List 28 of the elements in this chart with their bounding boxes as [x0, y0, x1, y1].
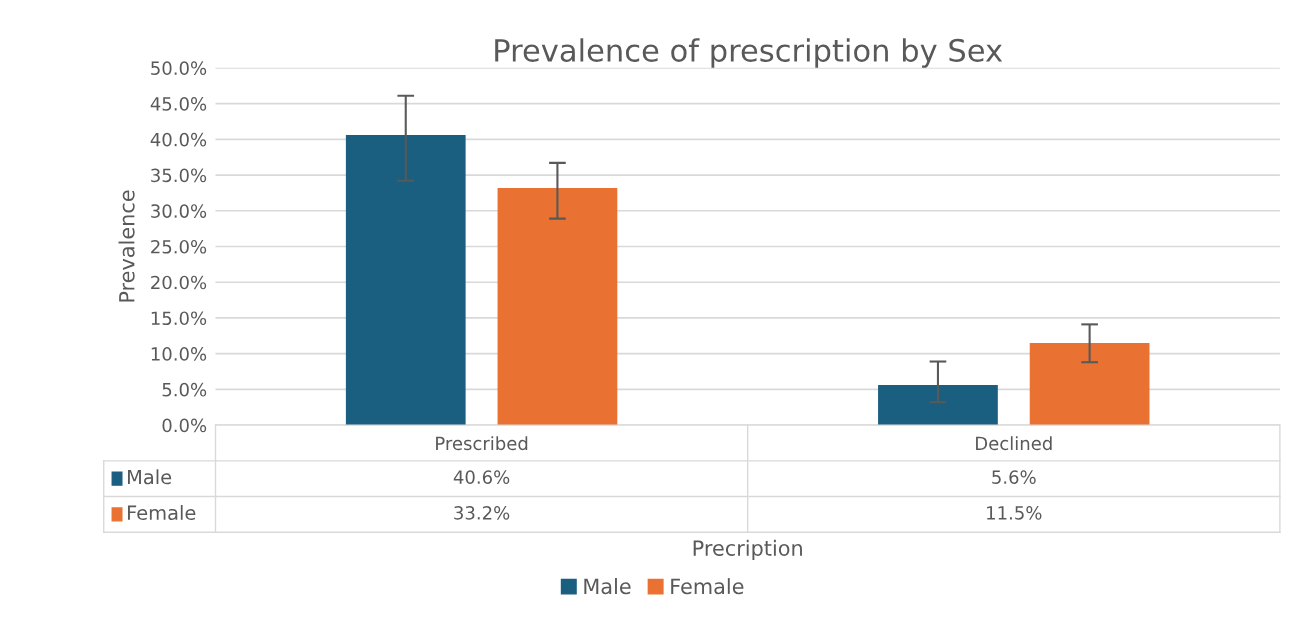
text: Male	[127, 469, 172, 485]
y-tick-label: 45.0%	[150, 97, 207, 111]
y-tick-label: 40.0%	[150, 132, 207, 147]
legend-label: Male	[584, 578, 631, 595]
chart-title: Prevalence of prescription by Sex	[495, 38, 1003, 68]
bar	[1029, 342, 1150, 426]
y-tick-label: 50.0%	[151, 61, 207, 75]
y-tick-label: 25.0%	[151, 239, 207, 254]
x-tick-label: Prescribed	[436, 436, 528, 451]
y-tick-label: 15.0%	[151, 311, 207, 326]
text: Female	[127, 505, 196, 521]
x-tick-label: Declined	[976, 436, 1052, 451]
data-label: 5.6%	[992, 470, 1036, 484]
y-tick-label: 35.0%	[151, 168, 207, 183]
bar	[345, 135, 466, 426]
y-tick-label: 20.0%	[151, 275, 207, 290]
x-axis-title: Precription	[693, 539, 802, 560]
data-label: 11.5%	[987, 506, 1042, 520]
y-axis-title: Prevalence	[118, 190, 135, 302]
bar	[497, 187, 618, 426]
y-tick-label: 10.0%	[151, 347, 207, 361]
data-label: 33.2%	[454, 506, 510, 520]
bar	[878, 385, 998, 426]
y-tick-label: 0.0%	[162, 418, 207, 433]
legend-label: Female	[671, 578, 744, 595]
data-label: 40.6%	[453, 470, 510, 484]
y-tick-label: 30.0%	[151, 204, 207, 218]
y-tick-label: 5.0%	[162, 382, 207, 397]
